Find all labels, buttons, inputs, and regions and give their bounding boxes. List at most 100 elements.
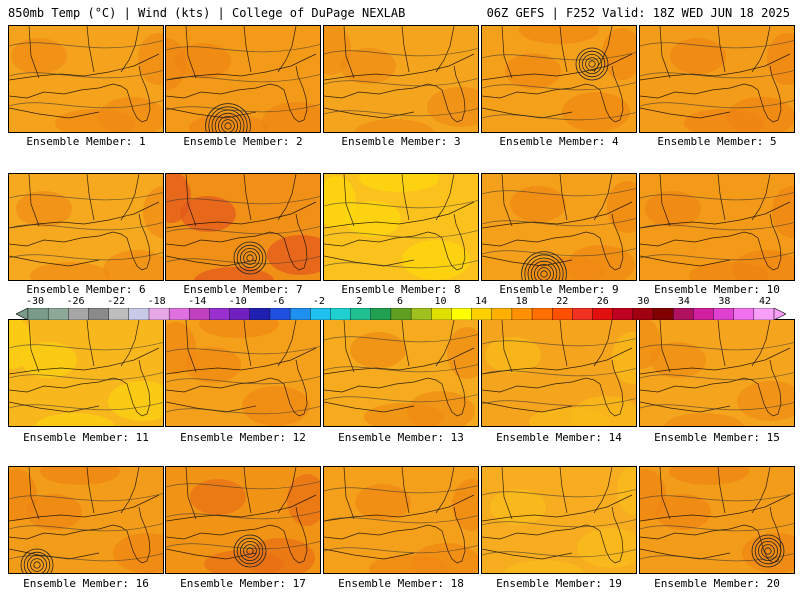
ensemble-member-label: Ensemble Member: 13 (338, 431, 464, 444)
colorbar-segment (471, 308, 493, 320)
temperature-map (324, 467, 478, 573)
temperature-map (166, 26, 320, 132)
ensemble-member-label: Ensemble Member: 2 (183, 135, 303, 148)
ensemble-member-label: Ensemble Member: 19 (496, 577, 622, 590)
colorbar-segment (370, 308, 392, 320)
ensemble-member-panel (8, 173, 164, 281)
temperature-map (640, 26, 794, 132)
colorbar-segment (672, 308, 694, 320)
colorbar-tick-label: -10 (228, 296, 247, 307)
temperature-map (324, 320, 478, 426)
ensemble-member-panel (165, 319, 321, 427)
colorbar-segment (431, 308, 452, 320)
ensemble-member-panel (639, 173, 795, 281)
temperature-map (9, 26, 163, 132)
colorbar-segment (209, 308, 231, 320)
colorbar-tick-label: 6 (396, 296, 404, 307)
colorbar-segment (592, 308, 614, 320)
temperature-map (324, 26, 478, 132)
colorbar-segment (310, 308, 331, 320)
colorbar-segment (713, 308, 735, 320)
temperature-map (9, 320, 163, 426)
temperature-map (482, 467, 636, 573)
colorbar-segment (753, 308, 775, 320)
colorbar-segment (572, 308, 594, 320)
colorbar-segment (451, 308, 473, 320)
colorbar-segment (249, 308, 271, 320)
colorbar-segment (612, 308, 634, 320)
colorbar-tick-label: -26 (66, 296, 85, 307)
colorbar-tick-label: 38 (718, 296, 731, 307)
colorbar-segment (491, 308, 513, 320)
colorbar-tick-label: 34 (677, 296, 690, 307)
ensemble-member-panel (323, 319, 479, 427)
colorbar-tick-label: -22 (107, 296, 126, 307)
ensemble-member-label: Ensemble Member: 12 (180, 431, 306, 444)
ensemble-member-label: Ensemble Member: 3 (341, 135, 461, 148)
ensemble-member-label: Ensemble Member: 11 (23, 431, 149, 444)
temperature-map (166, 174, 320, 280)
temperature-colorbar (16, 308, 786, 320)
ensemble-member-panel (8, 466, 164, 574)
ensemble-member-panel (165, 173, 321, 281)
ensemble-member-panel (323, 25, 479, 133)
ensemble-member-label: Ensemble Member: 7 (183, 283, 303, 296)
run-info: 06Z GEFS | F252 Valid: 18Z WED JUN 18 20… (486, 6, 790, 20)
colorbar-right-arrow (773, 308, 786, 320)
colorbar-segment (511, 308, 533, 320)
ensemble-member-panel (165, 25, 321, 133)
ensemble-member-panel (481, 319, 637, 427)
colorbar-tick-label: 26 (596, 296, 609, 307)
ensemble-member-label: Ensemble Member: 17 (180, 577, 306, 590)
colorbar-segment (148, 308, 170, 320)
ensemble-member-panel (481, 466, 637, 574)
temperature-map (482, 320, 636, 426)
colorbar-tick-label: -18 (147, 296, 166, 307)
ensemble-member-label: Ensemble Member: 14 (496, 431, 622, 444)
ensemble-member-label: Ensemble Member: 6 (26, 283, 146, 296)
ensemble-member-panel (639, 25, 795, 133)
map-title: 850mb Temp (°C) | Wind (kts) | College o… (8, 6, 406, 20)
temperature-map (9, 467, 163, 573)
temperature-map (640, 174, 794, 280)
colorbar-segment (330, 308, 352, 320)
colorbar-tick-label: -30 (25, 296, 45, 307)
temperature-map (482, 174, 636, 280)
colorbar-tick-label: 14 (475, 296, 488, 307)
ensemble-member-panel (8, 25, 164, 133)
colorbar-segment (128, 308, 150, 320)
ensemble-member-panel (481, 173, 637, 281)
ensemble-member-panel (8, 319, 164, 427)
temperature-map (640, 320, 794, 426)
temperature-map (324, 174, 478, 280)
colorbar-segment (632, 308, 654, 320)
ensemble-member-label: Ensemble Member: 20 (654, 577, 780, 590)
colorbar-segment (552, 308, 573, 320)
ensemble-member-panel (639, 466, 795, 574)
colorbar-segment (189, 308, 210, 320)
colorbar-tick-label: 42 (758, 296, 772, 307)
colorbar-segment (108, 308, 130, 320)
colorbar-segment (47, 308, 69, 320)
temperature-map (166, 467, 320, 573)
temperature-map (482, 26, 636, 132)
ensemble-member-panel (165, 466, 321, 574)
colorbar-segment (410, 308, 432, 320)
colorbar-segment (88, 308, 110, 320)
temperature-map (640, 467, 794, 573)
colorbar-segment (390, 308, 412, 320)
temperature-map (9, 174, 163, 280)
ensemble-member-panel (323, 173, 479, 281)
colorbar-labels: -30 -26 -22 -18 -14 -10 -6 -2 2 6 10 14 18 22 26 30 34 38… (0, 296, 800, 308)
colorbar-segment (693, 308, 715, 320)
colorbar-segment (652, 308, 674, 320)
colorbar-segment (733, 308, 755, 320)
ensemble-member-label: Ensemble Member: 1 (26, 135, 146, 148)
colorbar-tick-label: 22 (556, 296, 569, 307)
colorbar-left-arrow (16, 308, 29, 320)
ensemble-member-label: Ensemble Member: 9 (499, 283, 619, 296)
ensemble-member-label: Ensemble Member: 8 (341, 283, 461, 296)
ensemble-member-label: Ensemble Member: 16 (23, 577, 149, 590)
colorbar-segment (289, 308, 311, 320)
colorbar-tick-label: 18 (515, 296, 528, 307)
